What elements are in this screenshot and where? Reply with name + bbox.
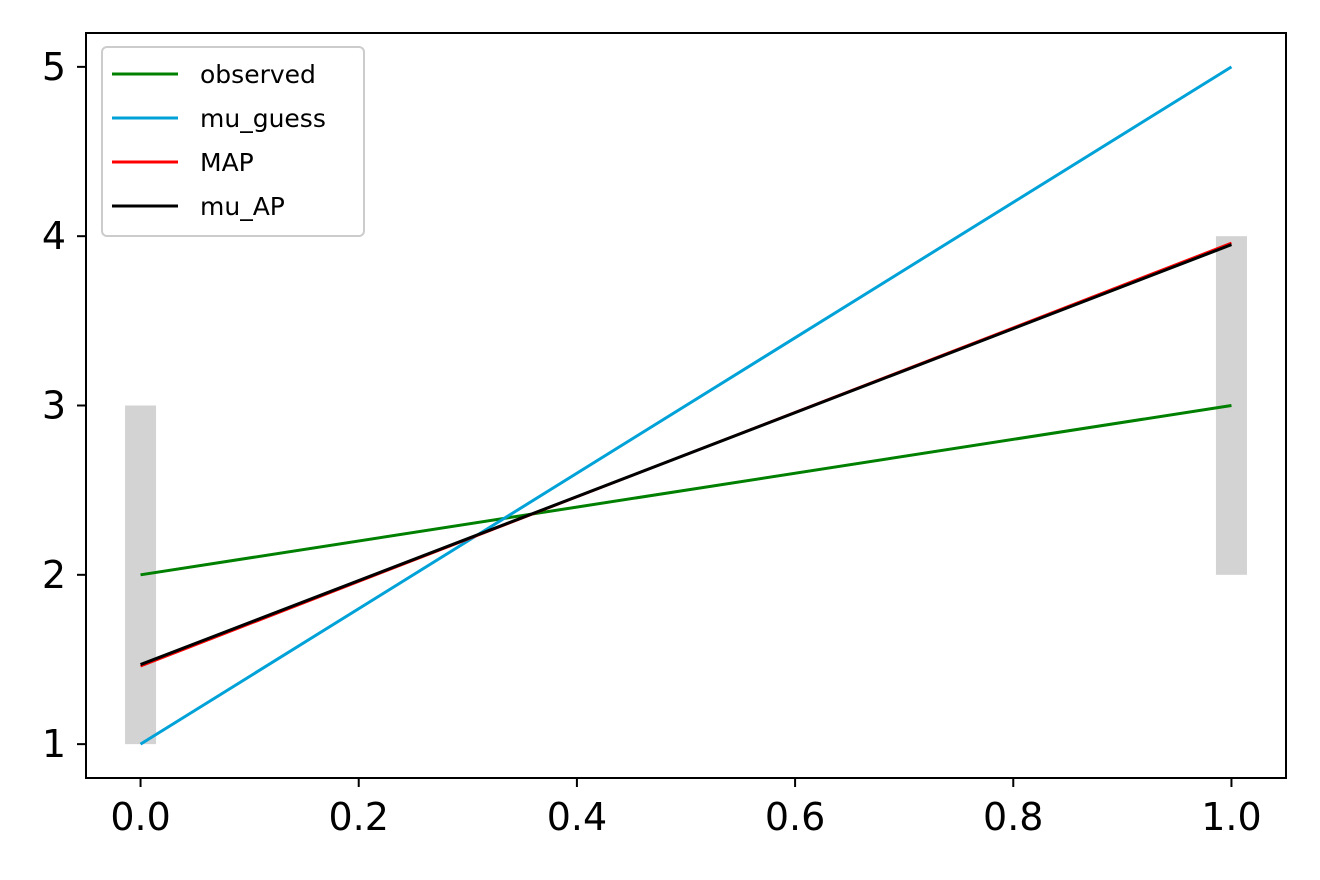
- x-tick-label: 0.2: [329, 795, 389, 839]
- series-line-mu-ap: [140, 243, 1232, 666]
- x-tick-label: 1.0: [1201, 795, 1261, 839]
- legend: observed mu_guess MAP mu_AP: [101, 46, 365, 237]
- x-axis: 0.0 0.2 0.4 0.6 0.8 1.0: [110, 778, 1262, 839]
- y-tick-label: 4: [42, 214, 66, 258]
- x-tick-label: 0.8: [983, 795, 1043, 839]
- y-tick-label: 2: [42, 553, 66, 597]
- series-lines: [139, 65, 1233, 746]
- y-tick-label: 3: [42, 384, 66, 428]
- x-tick-label: 0.4: [547, 795, 607, 839]
- legend-label-observed: observed: [200, 60, 316, 89]
- x-tick-label: 0.6: [765, 795, 825, 839]
- y-tick-label: 1: [42, 722, 66, 766]
- series-line-mu-guess: [139, 65, 1233, 746]
- y-tick-label: 5: [42, 45, 66, 89]
- y-axis: 1 2 3 4 5: [42, 45, 86, 766]
- x-tick-label: 0.0: [110, 795, 170, 839]
- legend-label-mu-guess: mu_guess: [200, 104, 326, 133]
- legend-box: [101, 46, 365, 237]
- series-line-observed: [140, 404, 1232, 577]
- legend-label-map: MAP: [200, 148, 254, 177]
- legend-label-mu-ap: mu_AP: [200, 192, 285, 221]
